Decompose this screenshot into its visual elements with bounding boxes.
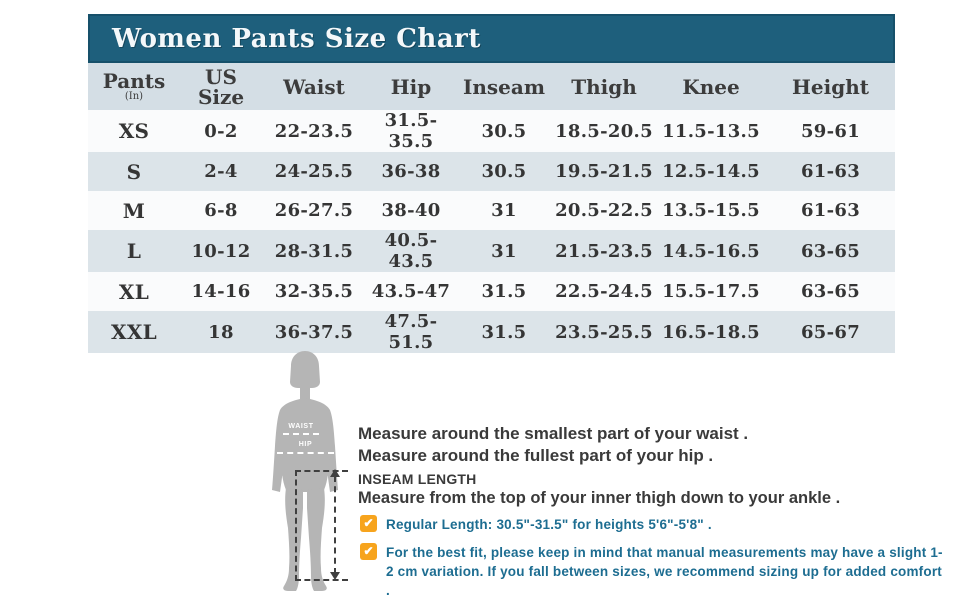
table-cell: 30.5 [481,161,527,182]
table-cell: 31 [491,240,517,262]
table-cell: 14.5-16.5 [662,240,760,262]
table-cell: 30.5 [481,120,527,142]
table-cell: 18.5-20.5 [555,120,653,142]
table-cell: XS [118,119,150,143]
table-cell: 36-37.5 [274,321,354,343]
column-header-knee: Knee [682,74,740,99]
column-header-inseam: Inseam [462,74,545,99]
table-cell: 22-23.5 [274,120,354,142]
table-cell: 10-12 [191,240,251,262]
table-cell: 20.5-22.5 [555,200,653,221]
table-header-row: Pants (In) US Size Waist Hip Inseam Thig… [88,63,895,110]
column-header-unit: (In) [124,91,144,102]
table-cell: 32-35.5 [274,281,354,302]
table-cell: L [126,239,142,263]
hip-measure-line [277,452,334,454]
table-cell: 31.5 [481,281,527,302]
hip-instruction: Measure around the fullest part of your … [358,446,714,465]
table-cell: XL [118,279,150,304]
table-cell: 31.5 [481,321,527,343]
table-cell: 31 [491,200,517,221]
table-row-xl: XL 14-16 32-35.5 43.5-47 31.5 22.5-24.5 … [88,272,895,311]
table-row-l: L 10-12 28-31.5 40.5-43.5 31 21.5-23.5 1… [88,230,895,272]
column-header-pants: Pants (In) [88,63,180,110]
hip-band-label: HIP [298,441,313,448]
table-cell: 6-8 [204,200,238,221]
table-cell: 2-4 [204,161,238,182]
note-best-fit: ✔ For the best fit, please keep in mind … [360,543,948,600]
table-cell: 19.5-21.5 [555,161,653,182]
table-cell: 59-61 [800,120,861,142]
note-regular-length: ✔ Regular Length: 30.5"-31.5" for height… [360,515,948,534]
table-cell: 63-65 [800,281,861,302]
table-row-xs: XS 0-2 22-23.5 31.5-35.5 30.5 18.5-20.5 … [88,110,895,152]
column-header-us-size: US Size [197,64,245,109]
inseam-heading: INSEAM LENGTH [358,471,477,487]
table-cell: 38-40 [381,200,441,221]
table-cell: 47.5-51.5 [384,311,438,353]
note-text: Regular Length: 30.5"-31.5" for heights … [386,517,712,532]
table-cell: 11.5-13.5 [662,120,760,142]
table-cell: 43.5-47 [371,281,451,302]
table-cell: 65-67 [800,321,861,343]
waist-instruction: Measure around the smallest part of your… [358,424,749,443]
table-cell: 16.5-18.5 [662,321,760,343]
table-cell: 18 [208,321,234,343]
table-cell: XXL [111,320,157,344]
table-cell: 63-65 [800,240,861,262]
table-cell: 22.5-24.5 [555,281,653,302]
body-silhouette [272,350,338,592]
table-cell: 61-63 [800,200,861,221]
arrow-up-icon [330,469,340,477]
check-icon: ✔ [360,515,377,532]
table-cell: 14-16 [191,281,251,302]
table-cell: S [126,159,142,184]
table-cell: 31.5-35.5 [384,110,438,152]
table-row-s: S 2-4 24-25.5 36-38 30.5 19.5-21.5 12.5-… [88,152,895,191]
table-cell: 61-63 [800,161,861,182]
table-cell: 26-27.5 [274,200,354,221]
page-title: Women Pants Size Chart [112,23,481,54]
title-bar: Women Pants Size Chart [88,14,895,63]
column-header-hip: Hip [390,74,432,99]
inseam-measure-line [334,476,336,574]
check-icon: ✔ [360,543,377,560]
inseam-instruction: Measure from the top of your inner thigh… [358,489,841,507]
column-header-label: Pants [102,69,166,93]
table-cell: 23.5-25.5 [555,321,653,343]
waist-band-label: WAIST [288,423,314,430]
woman-figure-icon [272,351,338,591]
table-cell: 15.5-17.5 [662,281,760,302]
table-cell: 24-25.5 [274,161,354,182]
table-row-m: M 6-8 26-27.5 38-40 31 20.5-22.5 13.5-15… [88,191,895,230]
column-header-waist: Waist [283,74,345,99]
table-row-xxl: XXL 18 36-37.5 47.5-51.5 31.5 23.5-25.5 … [88,311,895,353]
table-cell: 36-38 [381,161,441,182]
inseam-measure-box [295,470,348,581]
table-cell: 40.5-43.5 [384,230,438,272]
waist-measure-line [283,433,319,435]
table-cell: 12.5-14.5 [662,161,760,182]
note-text: For the best fit, please keep in mind th… [386,545,943,598]
size-table: Pants (In) US Size Waist Hip Inseam Thig… [88,63,895,353]
column-header-thigh: Thigh [571,74,637,99]
column-header-height: Height [792,74,869,99]
table-cell: 21.5-23.5 [555,240,653,262]
table-cell: 0-2 [204,120,238,142]
arrow-down-icon [330,572,340,580]
table-cell: 13.5-15.5 [662,200,760,221]
table-cell: 28-31.5 [274,240,354,262]
table-cell: M [122,198,146,223]
